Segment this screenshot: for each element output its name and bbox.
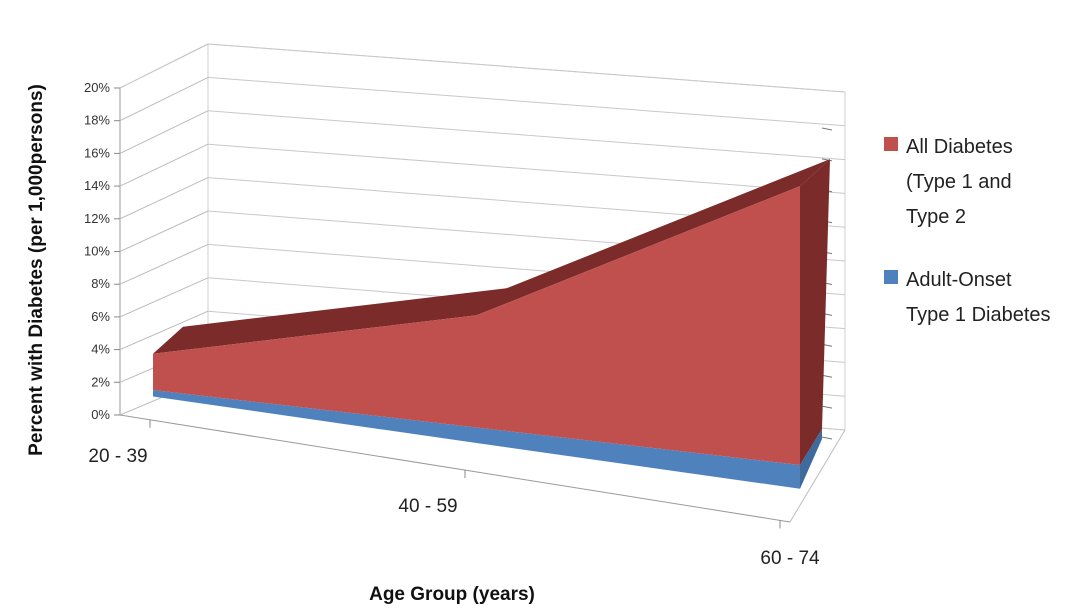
series-type1-side [800, 429, 822, 489]
gridline-left-2 [119, 310, 209, 351]
y-tick-label: 8% [91, 276, 110, 291]
gridline-left-10 [119, 43, 209, 89]
legend-swatch-adult-onset-type1 [884, 270, 898, 284]
y-tick-label: 18% [84, 113, 110, 128]
legend: All Diabetes (Type 1 and Type 2 Adult-On… [884, 130, 1064, 355]
legend-label-adult-onset-type1: Adult-Onset Type 1 Diabetes [906, 269, 1051, 326]
y-tick-label: 14% [84, 178, 110, 193]
series-all-diabetes-side [800, 159, 830, 465]
category-label: 40 - 59 [398, 496, 457, 517]
y-tick-label: 20% [84, 80, 110, 95]
legend-label-all-diabetes: All Diabetes (Type 1 and Type 2 [906, 136, 1013, 228]
series-type1-area [153, 390, 800, 489]
gridline-back-10 [207, 43, 846, 93]
floor-right-edge [789, 429, 846, 523]
gridline-left-7 [119, 143, 209, 187]
chart-floor [119, 414, 846, 529]
y-axis-title: Percent with Diabetes (per 1,000persons) [26, 84, 47, 456]
gridline-back-7 [207, 143, 846, 194]
category-labels: 20 - 39 40 - 59 60 - 74 [88, 446, 820, 569]
gridline-left-4 [119, 243, 209, 285]
gridline-back-9 [207, 76, 846, 127]
legend-swatch-all-diabetes [884, 137, 898, 151]
y-tick-label: 4% [91, 342, 110, 357]
y-tick-label: 6% [91, 309, 110, 324]
y-tick-label: 0% [91, 407, 110, 422]
category-label: 20 - 39 [88, 446, 147, 467]
legend-item-all-diabetes: All Diabetes (Type 1 and Type 2 [884, 130, 1064, 235]
y-tick-label: 16% [84, 145, 110, 160]
series-all-diabetes-top [153, 159, 830, 354]
gridline-back-8 [207, 110, 846, 161]
side-tick-10 [821, 127, 833, 131]
gridline-left-6 [119, 177, 209, 220]
gridline-left-5 [119, 210, 209, 252]
y-tick-labels: 0% 2% 4% 6% 8% 10% 12% 14% 16% 18% 20% [84, 80, 110, 422]
gridline-left-8 [119, 110, 209, 154]
legend-item-adult-onset-type1: Adult-Onset Type 1 Diabetes [884, 263, 1064, 333]
y-tick-label: 2% [91, 374, 110, 389]
side-tick-0 [821, 436, 833, 440]
side-tick-2 [821, 374, 833, 378]
gridline-left-3 [119, 277, 209, 318]
side-tick-1 [821, 405, 833, 409]
y-tick-label: 10% [84, 244, 110, 259]
category-label: 60 - 74 [760, 548, 820, 569]
x-axis-title: Age Group (years) [369, 584, 535, 605]
y-tick-label: 12% [84, 211, 110, 226]
plot-areas [153, 159, 830, 489]
gridline-left-9 [119, 76, 209, 122]
series-all-diabetes-area [153, 186, 800, 465]
side-tick-9 [821, 158, 833, 162]
x-axis-line [119, 414, 791, 523]
